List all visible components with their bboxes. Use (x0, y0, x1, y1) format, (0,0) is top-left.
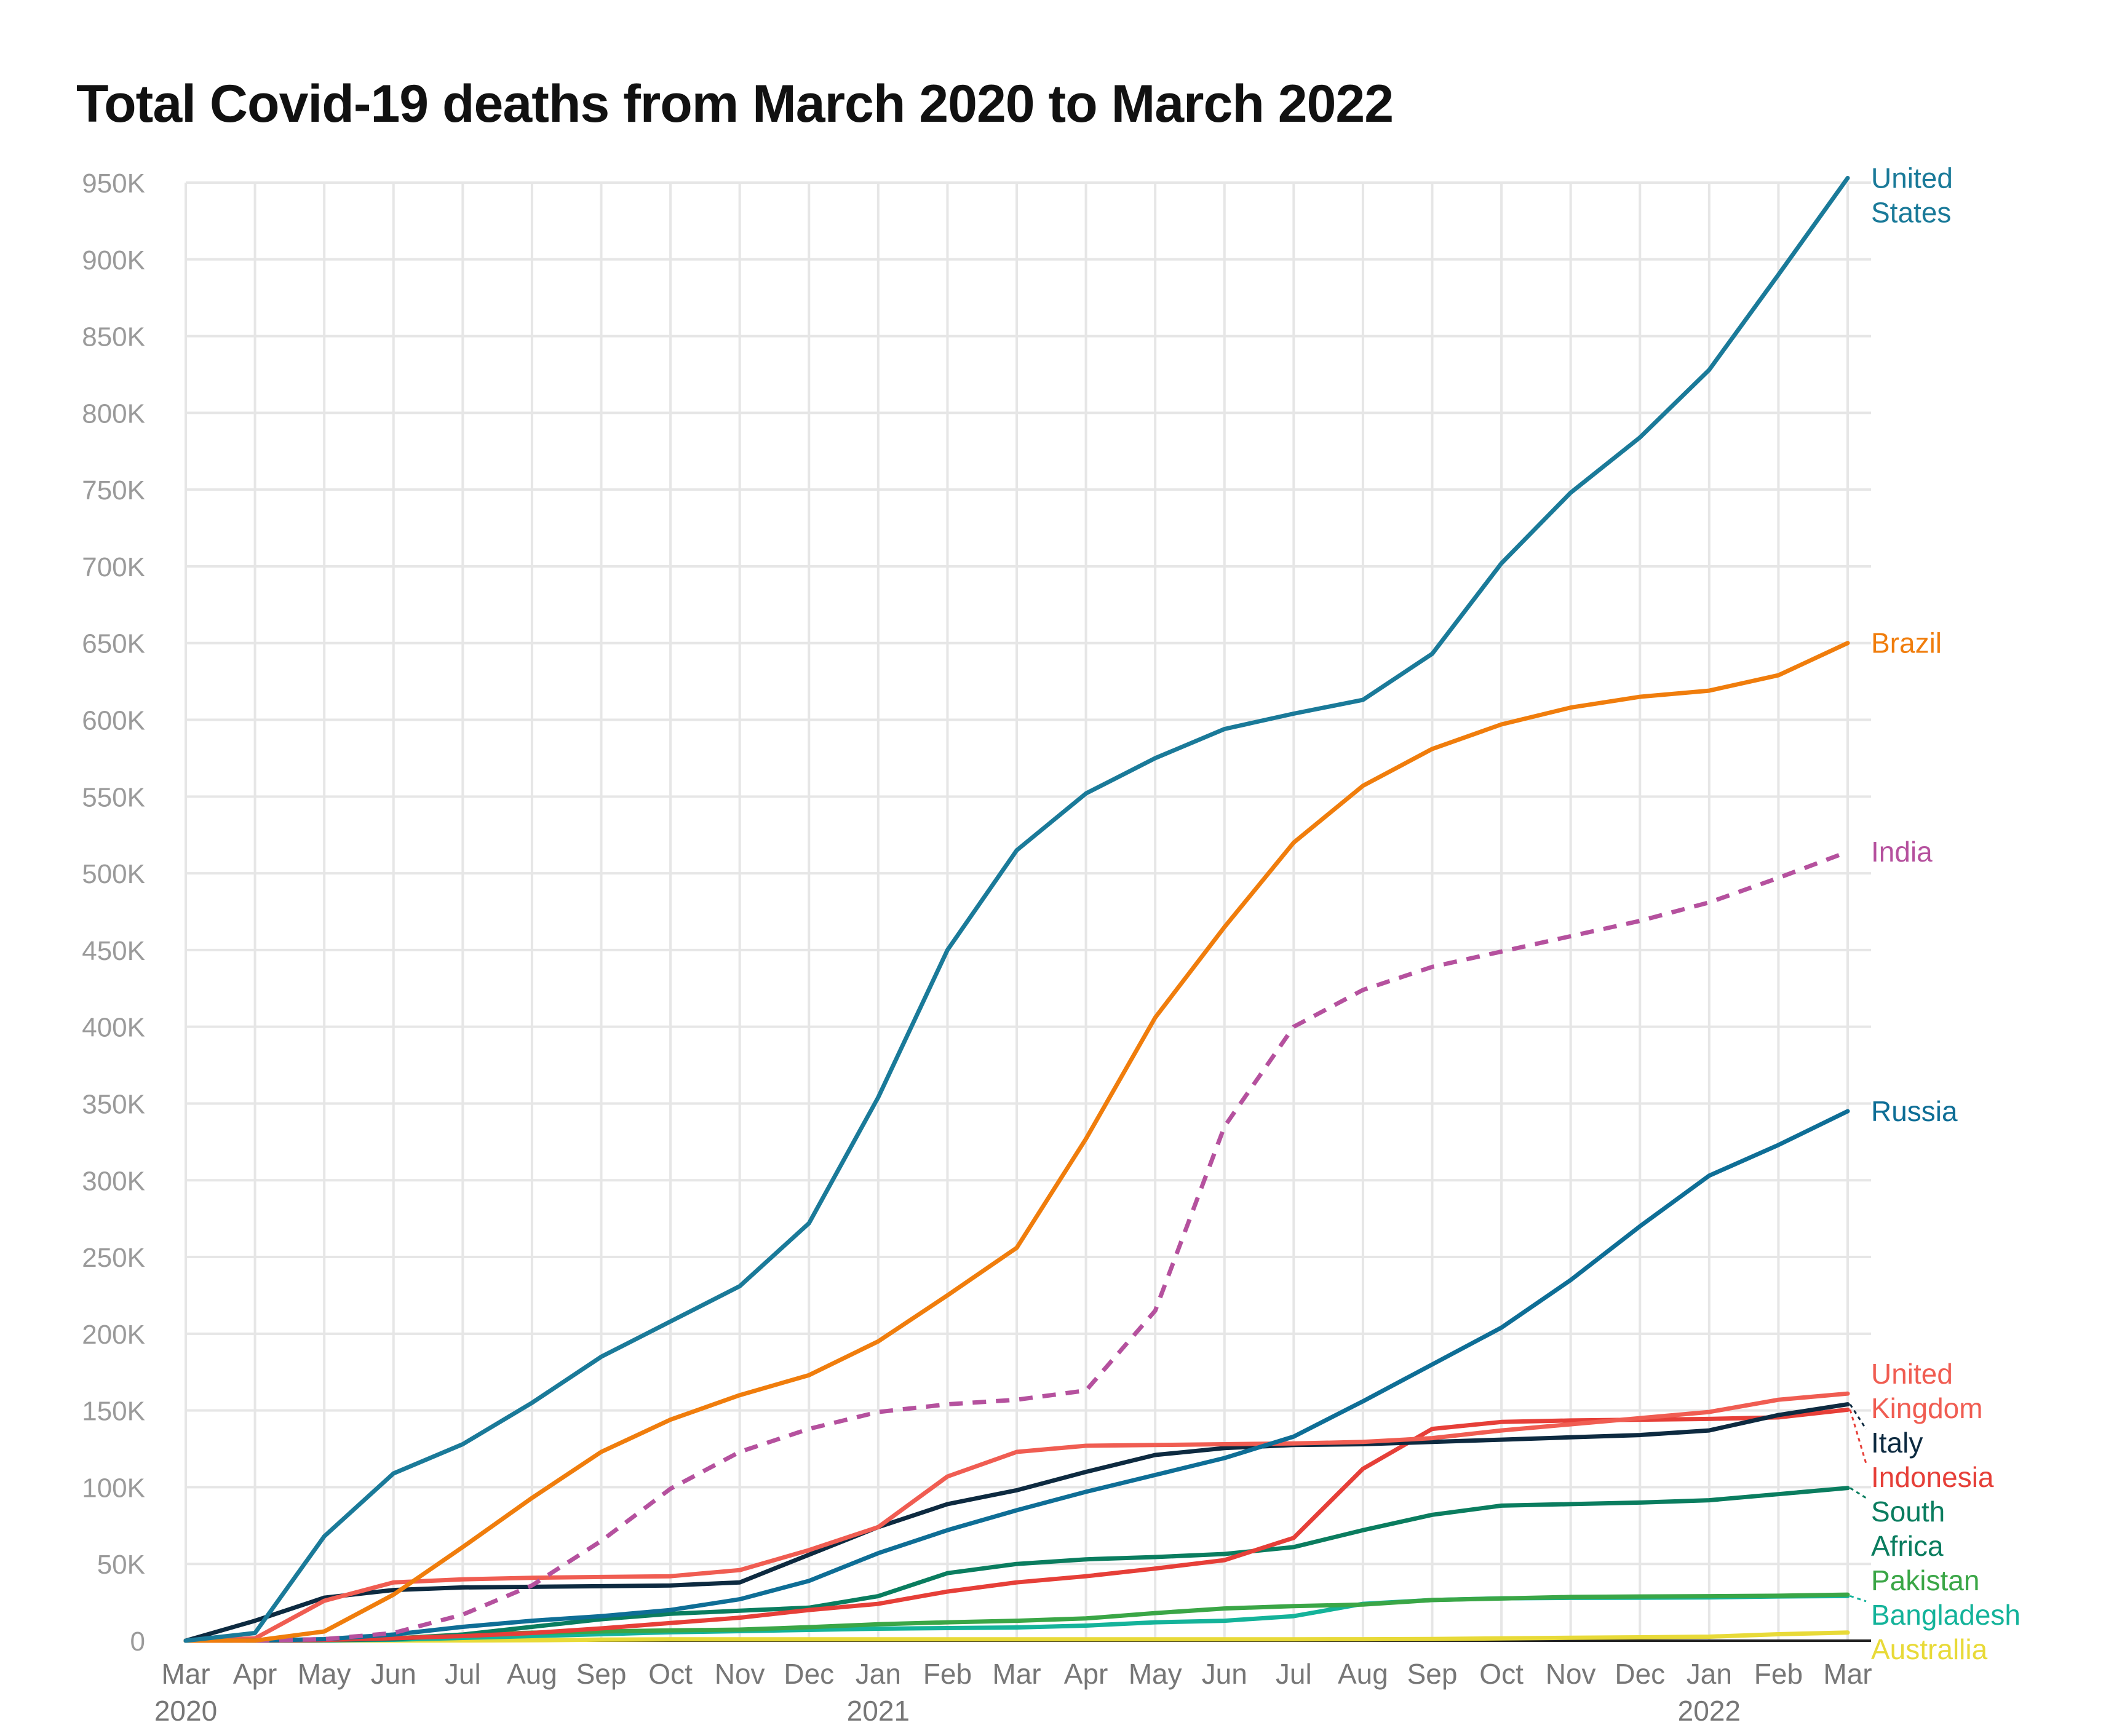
y-tick-label: 450K (82, 936, 145, 966)
series-label-line: Bangladesh (1871, 1599, 2021, 1631)
y-tick-label: 750K (82, 475, 145, 505)
y-tick-label: 950K (82, 168, 145, 199)
series-label-leader (1849, 1409, 1867, 1464)
x-axis-ticks: Mar Apr May Jun Jul Aug Sep Oct Nov Dec Jan Feb Mar A… (154, 1658, 1872, 1727)
series-label-italy: Italy (1871, 1427, 1923, 1459)
y-tick-label: 850K (82, 322, 145, 352)
series-label-line: United (1871, 162, 1953, 194)
y-tick-label: 400K (82, 1013, 145, 1043)
x-tick-label: Dec (784, 1658, 834, 1690)
x-tick-label: Nov (1546, 1658, 1596, 1690)
series-label-line: Russia (1871, 1095, 1958, 1127)
series-label-united-kingdom: United Kingdom (1871, 1358, 1983, 1424)
x-tick-label: Mar (161, 1658, 210, 1690)
y-tick-label: 700K (82, 552, 145, 582)
series-label-line: Italy (1871, 1427, 1923, 1459)
x-year-label: 2022 (1678, 1695, 1741, 1727)
series-label-russia: Russia (1871, 1095, 1958, 1127)
y-tick-label: 150K (82, 1397, 145, 1427)
x-year-label: 2021 (847, 1695, 910, 1727)
series-label-line: India (1871, 836, 1933, 868)
series-label-line: Indonesia (1871, 1461, 1994, 1493)
series-line-united-states (183, 176, 1850, 1643)
x-tick-label: Jul (445, 1658, 481, 1690)
series-label-leader (1850, 1487, 1867, 1499)
series-label-line: States (1871, 197, 1951, 229)
x-tick-label: Sep (1407, 1658, 1458, 1690)
x-tick-label: Mar (1823, 1658, 1872, 1690)
x-tick-label: Oct (1479, 1658, 1524, 1690)
x-tick-label: Mar (992, 1658, 1041, 1690)
series-label-united-states: United States (1871, 162, 1953, 229)
series-line-brazil (183, 641, 1850, 1643)
y-tick-label: 600K (82, 706, 145, 736)
series-label-indonesia: Indonesia (1871, 1461, 1994, 1493)
series-label-line: Africa (1871, 1530, 1944, 1562)
series-lines (183, 176, 1850, 1643)
series-label-line: Pakistan (1871, 1564, 1979, 1596)
y-tick-label: 500K (82, 859, 145, 889)
series-label-south-africa: South Africa (1871, 1496, 1945, 1562)
series-line-indonesia (183, 1407, 1850, 1643)
x-tick-label: Apr (1064, 1658, 1108, 1690)
x-tick-label: Jan (856, 1658, 901, 1690)
y-tick-label: 550K (82, 782, 145, 812)
series-line-united-kingdom (183, 1391, 1850, 1643)
x-tick-label: Jan (1687, 1658, 1732, 1690)
y-tick-label: 350K (82, 1089, 145, 1119)
series-label-line: South (1871, 1496, 1945, 1528)
series-line-italy (183, 1402, 1850, 1643)
series-line-india (185, 849, 1849, 1643)
series-label-leader (1849, 1403, 1867, 1430)
y-tick-label: 650K (82, 629, 145, 659)
series-label-australlia: Australlia (1871, 1633, 1988, 1665)
x-tick-label: Apr (233, 1658, 277, 1690)
series-line-russia (183, 1109, 1850, 1643)
x-tick-label: Aug (507, 1658, 557, 1690)
x-tick-label: Nov (715, 1658, 765, 1690)
y-tick-label: 100K (82, 1473, 145, 1503)
series-label-bangladesh: Bangladesh (1871, 1599, 2021, 1631)
y-tick-label: 200K (82, 1320, 145, 1350)
x-tick-label: Feb (1754, 1658, 1803, 1690)
chart-title: Total Covid-19 deaths from March 2020 to… (76, 74, 1394, 133)
x-tick-label: Oct (648, 1658, 693, 1690)
y-tick-label: 900K (82, 245, 145, 275)
x-tick-label: May (298, 1658, 351, 1690)
x-tick-label: Jul (1276, 1658, 1312, 1690)
y-tick-label: 0 (130, 1627, 145, 1657)
x-tick-label: May (1129, 1658, 1182, 1690)
x-tick-label: Dec (1615, 1658, 1665, 1690)
series-label-brazil: Brazil (1871, 627, 1942, 659)
x-year-label: 2020 (154, 1695, 217, 1727)
series-label-india: India (1871, 836, 1933, 868)
x-tick-label: Sep (576, 1658, 627, 1690)
x-tick-label: Aug (1338, 1658, 1388, 1690)
series-label-line: Kingdom (1871, 1392, 1983, 1424)
x-tick-label: Jun (1202, 1658, 1247, 1690)
series-label-leader (1850, 1595, 1867, 1603)
y-tick-label: 800K (82, 398, 145, 429)
y-tick-label: 250K (82, 1243, 145, 1273)
x-tick-label: Jun (371, 1658, 416, 1690)
x-tick-label: Feb (923, 1658, 972, 1690)
y-tick-label: 300K (82, 1166, 145, 1196)
y-tick-label: 50K (97, 1550, 145, 1580)
series-label-line: Brazil (1871, 627, 1942, 659)
series-line-australlia (183, 1630, 1850, 1643)
y-axis-ticks: 0 50K 100K 150K 200K 250K 300K 350K 400K 450K 500K… (82, 168, 145, 1657)
series-label-line: United (1871, 1358, 1953, 1390)
grid (185, 181, 1871, 1642)
series-label-line: Australlia (1871, 1633, 1988, 1665)
series-label-pakistan: Pakistan (1871, 1564, 1979, 1596)
